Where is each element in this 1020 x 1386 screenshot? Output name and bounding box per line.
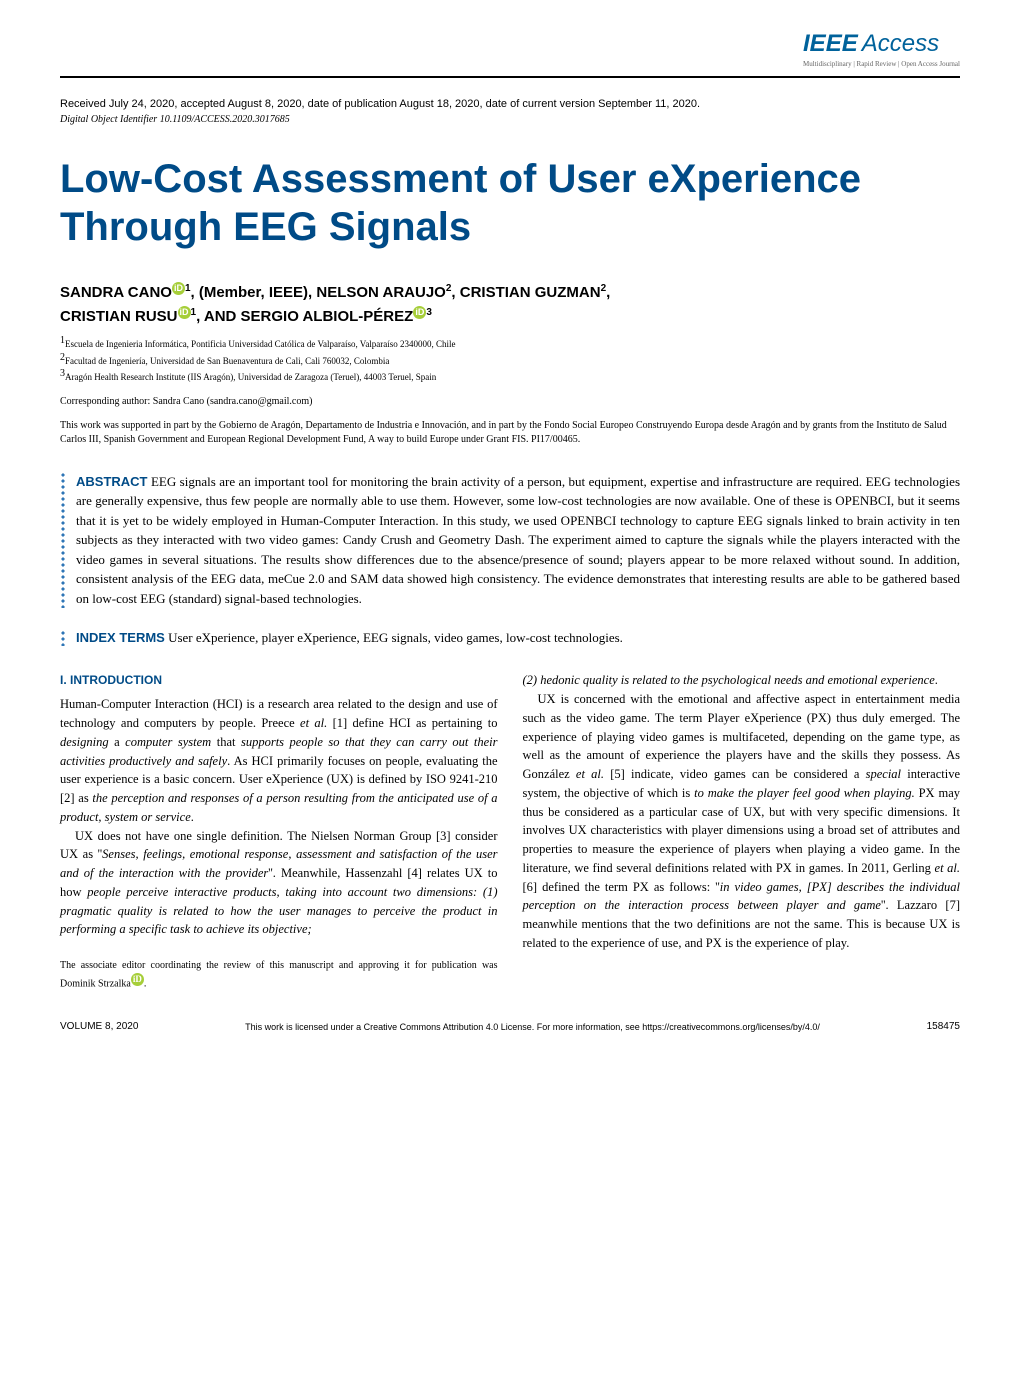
access-logo-text: Access: [862, 30, 939, 58]
section-heading: I. INTRODUCTION: [60, 671, 498, 689]
affiliations: 1Escuela de Ingenieria Informática, Pont…: [60, 334, 960, 384]
article-title: Low-Cost Assessment of User eXperience T…: [60, 155, 960, 251]
author-sep: , CRISTIAN GUZMAN: [451, 284, 600, 301]
left-column: I. INTRODUCTION Human-Computer Interacti…: [60, 671, 498, 991]
dotted-bar-icon: [60, 472, 66, 609]
corresponding-author: Corresponding author: Sandra Cano (sandr…: [60, 396, 960, 407]
footer-volume: VOLUME 8, 2020: [60, 1021, 138, 1032]
right-column: (2) hedonic quality is related to the ps…: [523, 671, 961, 991]
abstract-content: ABSTRACT EEG signals are an important to…: [76, 472, 960, 609]
header-bar: IEEE Access Multidisciplinary | Rapid Re…: [60, 30, 960, 78]
doi: Digital Object Identifier 10.1109/ACCESS…: [60, 114, 960, 125]
para: (2) hedonic quality is related to the ps…: [523, 671, 961, 690]
editor-note: The associate editor coordinating the re…: [60, 959, 498, 991]
para: UX does not have one single definition. …: [60, 827, 498, 940]
orcid-icon: iD: [131, 973, 144, 986]
dotted-bar-icon: [60, 630, 66, 646]
affil-sup: 3: [426, 307, 432, 318]
author-rusu: CRISTIAN RUSU: [60, 308, 178, 325]
abstract-heading: ABSTRACT: [76, 474, 148, 489]
logo-tagline: Multidisciplinary | Rapid Review | Open …: [803, 60, 960, 68]
author-sep: , (Member, IEEE), NELSON ARAUJO: [191, 284, 446, 301]
para: UX is concerned with the emotional and a…: [523, 690, 961, 953]
body-columns: I. INTRODUCTION Human-Computer Interacti…: [60, 671, 960, 991]
orcid-icon: iD: [178, 306, 191, 319]
author-sep: , AND SERGIO ALBIOL-PÉREZ: [196, 308, 413, 325]
index-text: User eXperience, player eXperience, EEG …: [168, 630, 623, 645]
affil-2: Facultad de Ingeniería, Universidad de S…: [65, 356, 389, 366]
affil-1: Escuela de Ingenieria Informática, Ponti…: [65, 339, 456, 349]
index-heading: INDEX TERMS: [76, 630, 165, 645]
ieee-access-logo: IEEE Access: [803, 30, 960, 58]
funding-statement: This work was supported in part by the G…: [60, 419, 960, 447]
orcid-icon: iD: [172, 282, 185, 295]
index-content: INDEX TERMS User eXperience, player eXpe…: [76, 630, 623, 646]
affil-3: Aragón Health Research Institute (IIS Ar…: [65, 372, 436, 382]
author-cano: SANDRA CANO: [60, 284, 172, 301]
author-list: SANDRA CANOiD1, (Member, IEEE), NELSON A…: [60, 281, 960, 328]
abstract-block: ABSTRACT EEG signals are an important to…: [60, 472, 960, 609]
received-dates: Received July 24, 2020, accepted August …: [60, 98, 960, 110]
footer-license: This work is licensed under a Creative C…: [138, 1022, 926, 1032]
ieee-logo-text: IEEE: [803, 30, 858, 58]
para: Human-Computer Interaction (HCI) is a re…: [60, 695, 498, 826]
abstract-text: EEG signals are an important tool for mo…: [76, 474, 960, 606]
index-terms-block: INDEX TERMS User eXperience, player eXpe…: [60, 630, 960, 646]
footer-pagenum: 158475: [927, 1021, 960, 1032]
page-footer: VOLUME 8, 2020 This work is licensed und…: [60, 1021, 960, 1032]
logo-block: IEEE Access Multidisciplinary | Rapid Re…: [803, 30, 960, 68]
orcid-icon: iD: [413, 306, 426, 319]
author-sep: ,: [606, 284, 610, 301]
